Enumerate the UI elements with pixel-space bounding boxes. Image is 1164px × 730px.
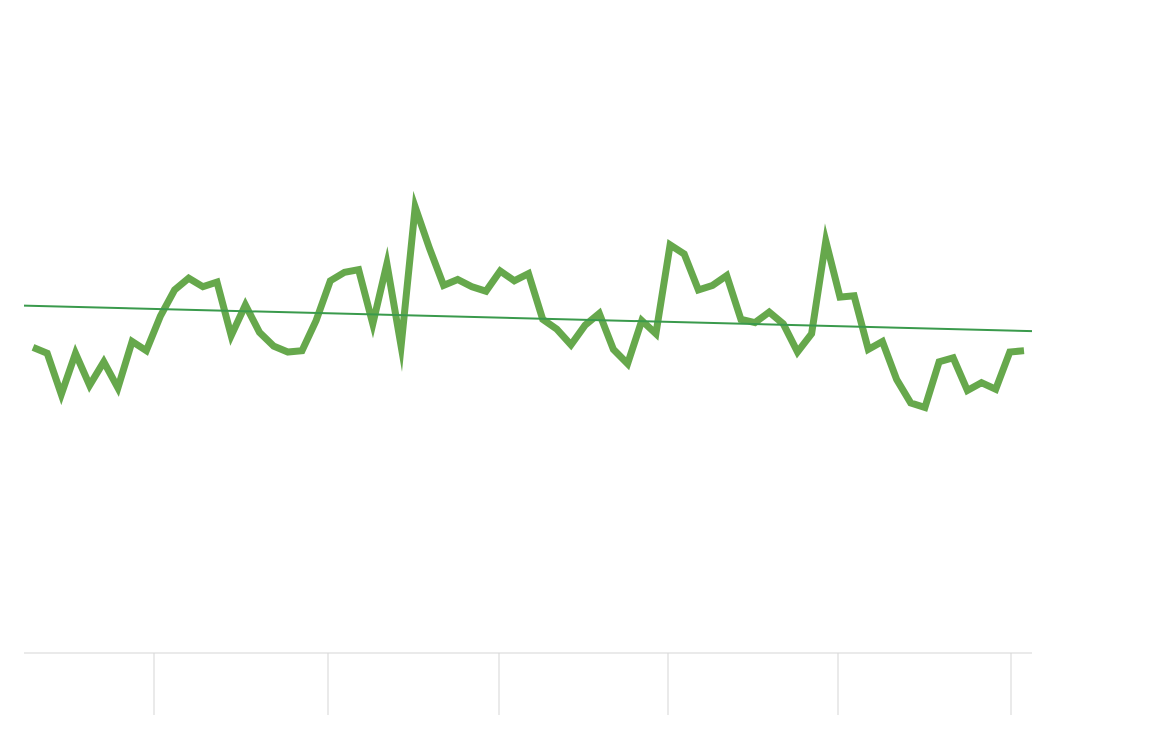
trend-line: [23, 304, 1033, 333]
series-layer: [23, 190, 1033, 412]
data-series-line: [31, 190, 1025, 412]
x-axis: [24, 652, 1032, 715]
